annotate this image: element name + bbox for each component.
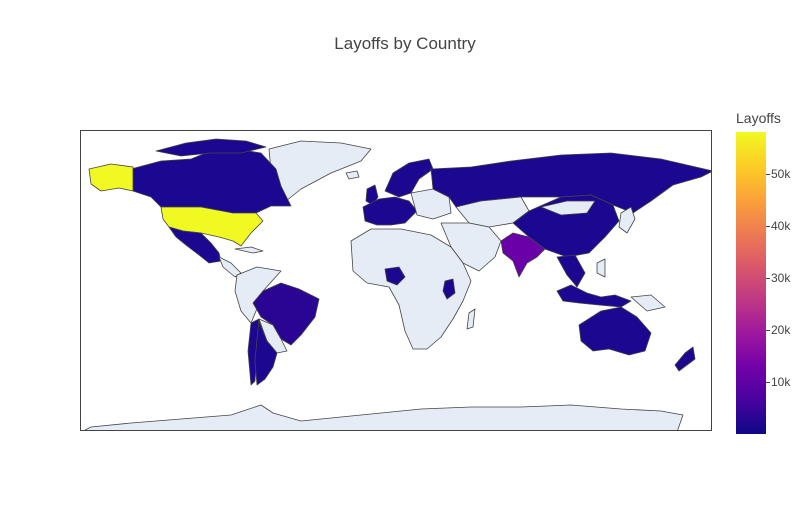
- africa: [350, 228, 472, 350]
- antarctica: [84, 404, 684, 430]
- colorbar-tick-40k: 40k: [771, 219, 791, 233]
- country-india[interactable]: [500, 232, 546, 278]
- colorbar-tick-10k: 10k: [771, 375, 791, 389]
- papua: [630, 294, 666, 312]
- colorbar-tick-mark: [766, 278, 770, 279]
- country-china[interactable]: [512, 194, 620, 258]
- colorbar-tick-mark: [766, 174, 770, 175]
- country-argentina[interactable]: [254, 320, 278, 386]
- japan[interactable]: [618, 206, 636, 234]
- colorbar-tick-mark: [766, 226, 770, 227]
- country-kenya[interactable]: [442, 278, 456, 300]
- colorbar-tick-mark: [766, 330, 770, 331]
- chart-title: Layoffs by Country: [334, 34, 476, 53]
- mongolia: [540, 200, 596, 216]
- madagascar: [466, 308, 476, 330]
- country-germany-western-europe[interactable]: [362, 196, 418, 226]
- philippines: [596, 258, 606, 278]
- caribbean: [234, 246, 264, 254]
- country-nigeria[interactable]: [384, 266, 406, 286]
- country-new-zealand[interactable]: [674, 346, 696, 372]
- colorbar: [736, 132, 766, 434]
- canada-arctic-islands: [155, 138, 267, 157]
- country-united-states[interactable]: [160, 206, 264, 247]
- country-united-states-alaska[interactable]: [88, 163, 134, 192]
- map-frame[interactable]: [80, 130, 712, 431]
- central-america: [218, 256, 242, 278]
- country-chile[interactable]: [247, 318, 260, 386]
- country-australia[interactable]: [578, 306, 652, 356]
- colorbar-tick-20k: 20k: [771, 323, 791, 337]
- country-indonesia[interactable]: [556, 284, 632, 308]
- country-canada[interactable]: [130, 148, 292, 214]
- south-america-north: [234, 266, 282, 324]
- colorbar-title: Layoffs: [736, 110, 781, 126]
- country-brazil[interactable]: [252, 282, 320, 346]
- country-iceland: [345, 170, 360, 180]
- colorbar-tick-mark: [766, 382, 770, 383]
- world-map[interactable]: [81, 131, 712, 431]
- southeast-asia[interactable]: [556, 254, 586, 288]
- colorbar-tick-50k: 50k: [771, 167, 791, 181]
- colorbar-tick-30k: 30k: [771, 271, 791, 285]
